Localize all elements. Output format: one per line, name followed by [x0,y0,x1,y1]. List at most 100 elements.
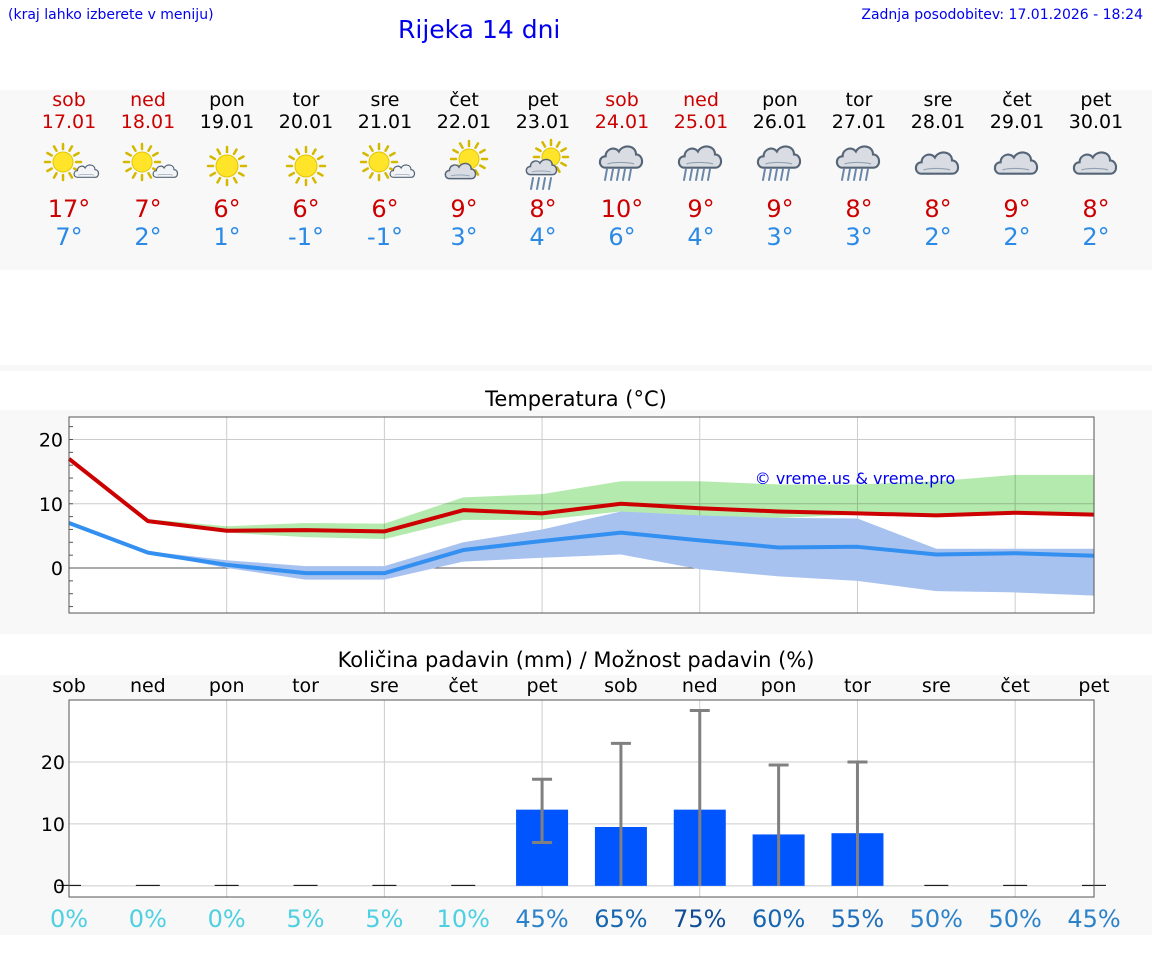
category-label: ned [682,675,718,697]
max-temp: 9° [687,195,715,223]
day-name: pon [762,89,798,111]
category-label: pon [761,675,797,697]
precip-chance-label: 50% [910,905,963,933]
day-date: 27.01 [831,111,887,133]
max-temp: 10° [600,195,644,223]
min-temp: 3° [766,223,794,251]
day-column: sre 21.01 6° -1° [345,89,425,251]
day-name: sob [52,89,86,111]
cloud-shape [73,164,100,178]
sun-cloud-icon [43,142,100,182]
max-temp-line [67,457,1095,534]
day-column: pet 23.01 8° 4° [503,89,583,251]
day-name: ned [130,89,166,111]
precip-chance-label: 10% [437,905,490,933]
max-temp: 6° [292,195,320,223]
page-title: Rijeka 14 dni [398,15,561,44]
day-name: čet [1002,89,1032,111]
day-name: tor [845,89,873,111]
day-date: 21.01 [357,111,413,133]
cloud-shape [756,145,802,169]
sun-shape [206,145,248,187]
y-tick-label: 10 [39,494,63,516]
precip-chance-label: 50% [988,905,1041,933]
y-tick-label: 20 [39,429,63,451]
error-bar [610,741,631,886]
error-bar [689,709,710,886]
precip-chance-label: 75% [673,905,726,933]
precip-chance-label: 55% [831,905,884,933]
min-temp: 7° [55,223,83,251]
precip-chance-label: 60% [752,905,805,933]
category-label: tor [292,675,319,697]
precipitation-chart: sob ned pon tor sre čet pet sob ned pon tor sre čet p… [41,675,1121,933]
rain-cloud-icon [598,145,644,181]
min-temp: -1° [288,223,324,251]
day-column: sob 17.01 17° 7° [29,89,109,251]
precipitation-chart-title: Količina padavin (mm) / Možnost padavin … [337,648,815,672]
day-name: tor [292,89,320,111]
min-temp: 4° [687,223,715,251]
day-name: čet [449,89,479,111]
day-column: čet 29.01 9° 2° [977,89,1057,251]
day-name: ned [683,89,719,111]
min-temp: 3° [450,223,478,251]
error-bar [847,760,868,886]
rain-cloud-icon [677,145,723,181]
cloud-icon [1072,151,1118,175]
forecast-strip [0,90,1152,270]
rain-cloud-icon [835,145,881,181]
cloud-shape [835,145,881,169]
cloud-sun-icon [444,139,489,180]
min-temp: 6° [608,223,636,251]
day-column: pet 30.01 8° 2° [1056,89,1136,251]
day-date: 22.01 [436,111,492,133]
day-name: pon [209,89,245,111]
precip-chance-label: 0% [208,905,246,933]
min-temp: 4° [529,223,557,251]
y-tick-label: 0 [51,558,63,580]
y-tick-label: 0 [53,876,65,898]
category-label: sob [52,675,86,697]
cloud-shape [525,158,558,176]
day-date: 24.01 [594,111,650,133]
sun-shape [359,142,399,182]
precip-bar [451,884,476,886]
rain-drops [604,168,632,181]
precip-chance-label: 5% [286,905,324,933]
rain-drops [530,177,552,190]
max-temp: 9° [450,195,478,223]
category-label: sre [370,675,399,697]
day-column: pon 19.01 6° 1° [187,89,267,251]
temperature-chart: 0 10 20 © vreme.us & vreme.pro [39,416,1095,614]
category-label: ned [130,675,166,697]
cloud-shape [677,145,723,169]
day-column: tor 27.01 8° 3° [819,89,899,251]
error-bar [768,763,789,886]
min-temp: -1° [367,223,403,251]
day-name: pet [1080,89,1112,111]
temperature-chart-title: Temperatura (°C) [485,387,667,411]
precip-chance-label: 0% [50,905,88,933]
region-hint: (kraj lahko izberete v meniju) [8,7,214,23]
precip-chance-label: 5% [365,905,403,933]
precip-bar [214,884,239,886]
min-temp: 2° [134,223,162,251]
min-temp: 2° [1082,223,1110,251]
category-label: pon [209,675,245,697]
precip-bar [1003,884,1028,886]
category-label: čet [1000,675,1030,697]
sun-icon [285,145,327,187]
day-column: ned 18.01 7° 2° [108,89,188,251]
day-name: sre [923,89,953,111]
day-column: tor 20.01 6° -1° [266,89,346,251]
category-label: sre [922,675,951,697]
rain-drops [683,168,711,181]
sun-cloud-icon [359,142,416,182]
day-column: čet 22.01 9° 3° [424,89,504,251]
last-updated: Zadnja posodobitev: 17.01.2026 - 18:24 [861,7,1143,23]
cloud-shape [914,151,960,175]
precip-chance-label: 45% [1067,905,1120,933]
max-temp: 9° [1003,195,1031,223]
precip-chance-label: 65% [594,905,647,933]
